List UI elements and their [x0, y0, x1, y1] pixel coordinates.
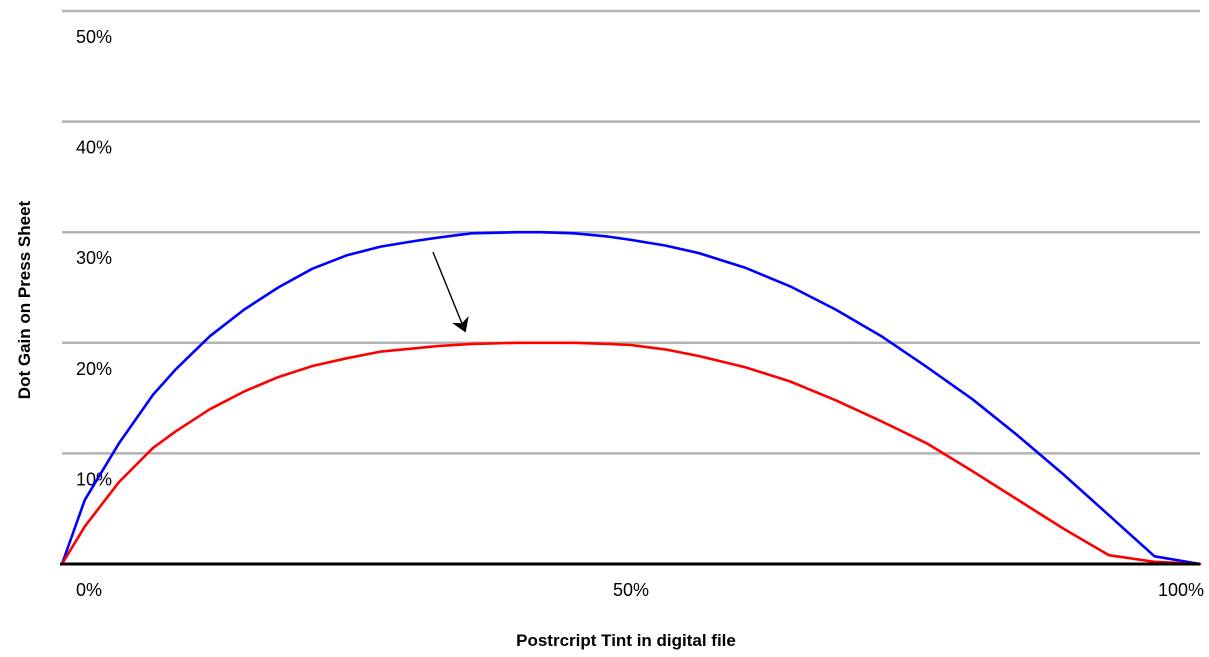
y-axis-ticks: 10% 20% 30% 40% 50%	[76, 27, 112, 489]
y-tick-label: 50%	[76, 27, 112, 47]
x-axis: 0% 50% 100%	[60, 562, 1204, 600]
x-tick-label: 50%	[613, 580, 649, 600]
annotations	[432, 251, 469, 333]
series-line-1	[60, 230, 1202, 566]
y-tick-label: 40%	[76, 138, 112, 158]
series-lines	[60, 230, 1202, 566]
y-tick-label: 10%	[76, 469, 112, 489]
series-line-2	[60, 341, 1202, 566]
x-tick-label: 100%	[1158, 580, 1204, 600]
y-tick-label: 30%	[76, 248, 112, 268]
annotation-arrow	[432, 251, 469, 333]
x-axis-title: Postrcript Tint in digital file	[516, 631, 736, 650]
y-tick-label: 20%	[76, 359, 112, 379]
x-tick-label: 0%	[76, 580, 102, 600]
y-axis-title: Dot Gain on Press Sheet	[15, 200, 34, 399]
gridlines	[62, 9, 1200, 455]
